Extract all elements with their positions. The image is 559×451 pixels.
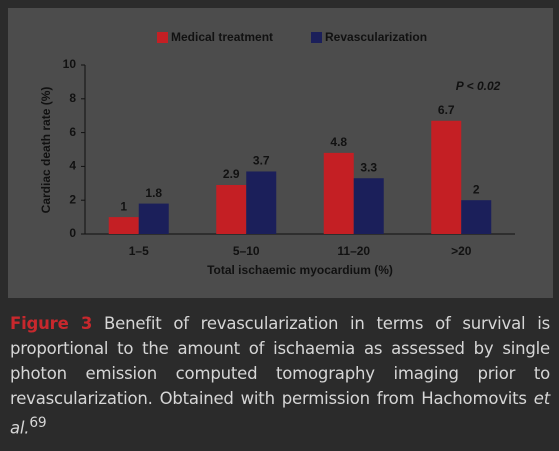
caption-label: Figure 3 [10, 314, 93, 333]
chart-background [8, 8, 553, 298]
value-label: 3.3 [360, 160, 377, 174]
legend-label: Revascularization [325, 30, 427, 44]
value-label: 4.8 [330, 135, 347, 149]
y-tick-label: 2 [69, 192, 76, 206]
value-label: 3.7 [253, 154, 270, 168]
bar [461, 200, 492, 234]
bar [246, 171, 277, 234]
x-tick-label: 1–5 [129, 244, 149, 258]
x-tick-label: 11–20 [337, 244, 370, 258]
y-axis-label: Cardiac death rate (%) [39, 87, 53, 214]
annotation: P < 0.02 [456, 79, 501, 93]
bar [323, 152, 354, 234]
value-label: 1.8 [145, 186, 162, 200]
legend-swatch [311, 32, 322, 43]
x-axis-label: Total ischaemic myocardium (%) [207, 263, 393, 277]
bar [138, 203, 169, 234]
caption: Figure 3 Benefit of revascularization in… [10, 311, 550, 441]
legend-swatch [157, 32, 168, 43]
value-label: 1 [120, 199, 127, 213]
value-label: 2 [473, 182, 480, 196]
x-tick-label: >20 [451, 244, 472, 258]
bar [431, 120, 462, 234]
caption-italic: et al. [10, 389, 551, 438]
caption-ref: 69 [29, 415, 47, 431]
bar [353, 178, 384, 234]
y-tick-label: 6 [69, 125, 76, 139]
y-tick-label: 0 [69, 226, 76, 240]
value-label: 2.9 [223, 167, 240, 181]
legend-label: Medical treatment [171, 30, 273, 44]
value-label: 6.7 [438, 103, 455, 117]
y-tick-label: 4 [69, 159, 76, 173]
caption-text: Benefit of revascularization in terms of… [10, 314, 550, 408]
bar [108, 217, 139, 234]
y-tick-label: 8 [69, 91, 76, 105]
x-tick-label: 5–10 [233, 244, 260, 258]
y-tick-label: 10 [63, 57, 77, 71]
chart: Cardiac death rate (%) Total ischaemic m… [8, 8, 553, 298]
bar [216, 184, 247, 234]
